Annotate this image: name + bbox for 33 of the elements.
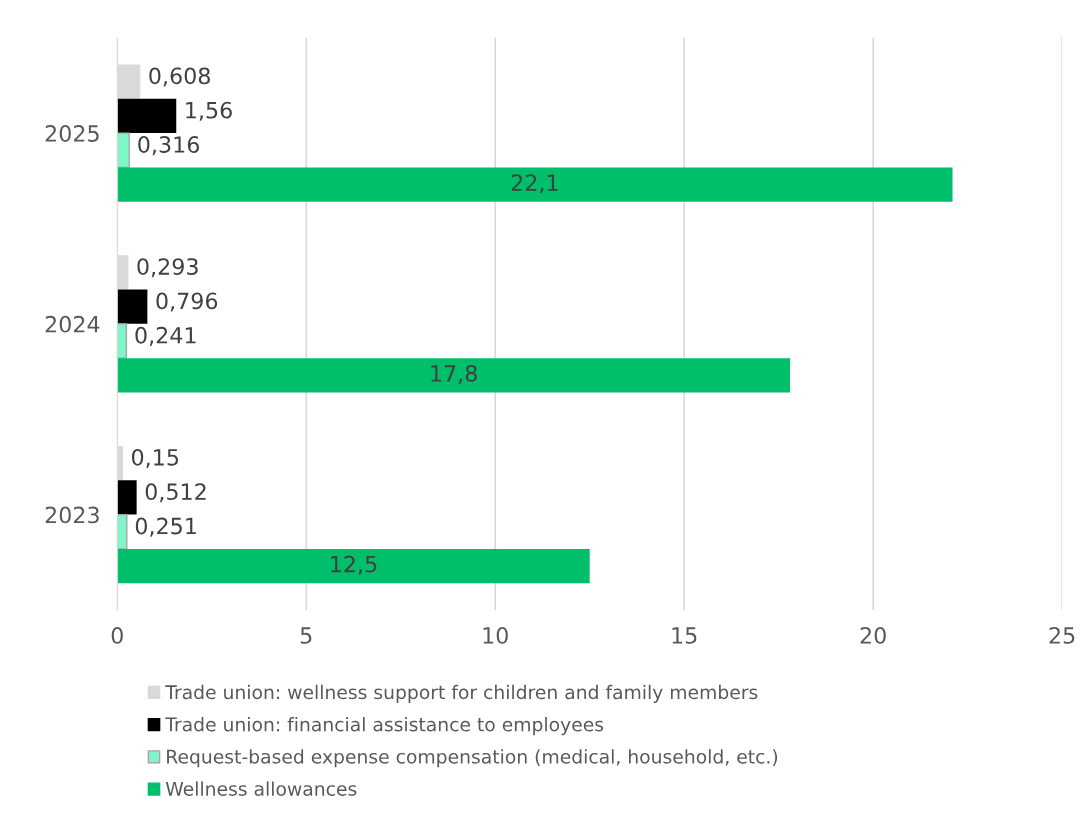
x-tick-label: 15 xyxy=(672,627,697,644)
y-tick-label: 2025 xyxy=(45,125,99,142)
bar xyxy=(117,323,128,359)
x-tick-label: 5 xyxy=(300,627,312,644)
bar xyxy=(117,358,790,393)
bar xyxy=(117,480,137,515)
bar xyxy=(117,548,590,584)
y-tick-label: 2023 xyxy=(45,506,99,524)
bar xyxy=(117,98,177,134)
x-tick-label: 20 xyxy=(860,627,886,644)
legend-label: Wellness allowances xyxy=(165,781,357,796)
legend-label: Request-based expense compensation (medical, household, etc.) xyxy=(167,749,778,768)
bar xyxy=(117,132,130,169)
x-tick-label: 10 xyxy=(483,627,508,644)
y-tick-label: 2024 xyxy=(45,315,100,333)
data-label: 0,608 xyxy=(149,67,210,87)
data-label: 0,241 xyxy=(135,326,196,346)
bar xyxy=(117,167,953,202)
data-label: 0,316 xyxy=(138,136,200,156)
data-label: 22,1 xyxy=(511,174,558,194)
legend-label: Trade union: wellness support for children and family members xyxy=(165,684,758,703)
data-label: 0,796 xyxy=(156,292,218,312)
data-label: 12,5 xyxy=(331,555,377,575)
data-label: 0,293 xyxy=(137,258,198,278)
data-label: 0,251 xyxy=(135,517,196,537)
data-label: 1,56 xyxy=(186,101,232,121)
x-tick-label: 0 xyxy=(111,627,123,644)
data-label: 0,512 xyxy=(145,483,206,503)
legend-label: Trade union: financial assistance to employees xyxy=(165,716,604,736)
x-tick-label: 25 xyxy=(1049,627,1075,644)
data-label: 17,8 xyxy=(431,364,477,385)
bar xyxy=(117,289,148,324)
data-label: 0,15 xyxy=(131,448,179,468)
